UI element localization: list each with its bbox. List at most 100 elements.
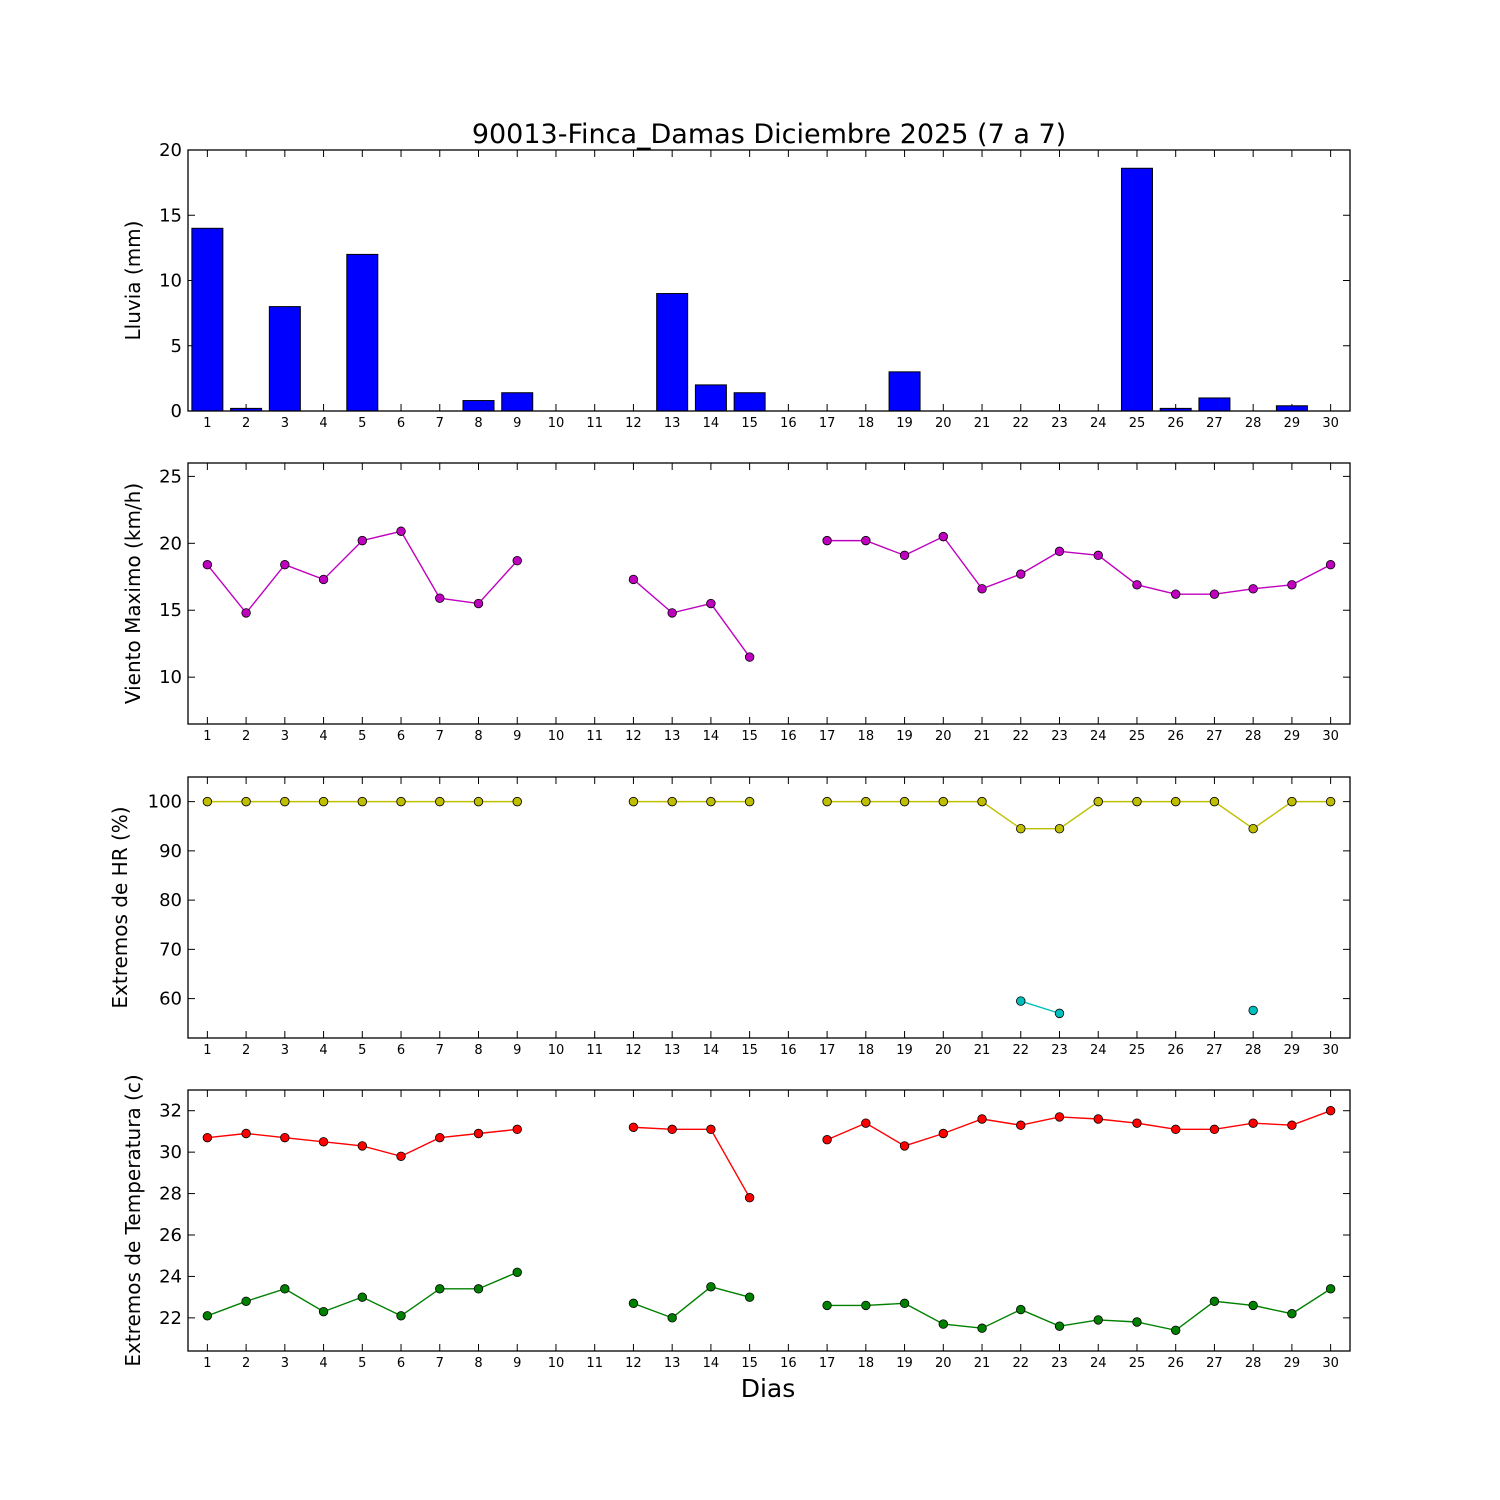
x-tick-label: 3 bbox=[281, 1356, 289, 1371]
x-tick-label: 27 bbox=[1206, 1043, 1223, 1058]
x-tick-label: 10 bbox=[548, 1356, 565, 1371]
point-day-7 bbox=[435, 796, 445, 807]
x-tick-label: 20 bbox=[935, 729, 952, 744]
point-day-25 bbox=[1132, 796, 1142, 807]
point-day-29 bbox=[1287, 796, 1297, 807]
point-day-26 bbox=[1170, 796, 1181, 807]
x-tick-label: 20 bbox=[935, 416, 952, 431]
point-day-27 bbox=[1209, 1124, 1220, 1135]
x-tick-label: 2 bbox=[242, 416, 250, 431]
point-day-25 bbox=[1132, 1118, 1142, 1128]
point-day-13 bbox=[667, 608, 677, 618]
series-line bbox=[632, 578, 751, 658]
x-tick-label: 22 bbox=[1012, 1043, 1029, 1058]
point-day-14 bbox=[706, 1282, 716, 1292]
x-tick-label: 10 bbox=[548, 729, 565, 744]
x-tick-label: 10 bbox=[548, 416, 565, 431]
bar-day-9 bbox=[501, 392, 534, 412]
panel-frame bbox=[187, 462, 1351, 725]
x-tick-label: 28 bbox=[1245, 416, 1262, 431]
point-day-18 bbox=[861, 535, 871, 546]
x-tick-label: 11 bbox=[586, 729, 603, 744]
y-tick-label: 70 bbox=[159, 939, 182, 960]
y-axis-label-hr: Extremos de HR (%) bbox=[108, 806, 132, 1008]
x-tick-label: 1 bbox=[203, 729, 211, 744]
point-day-20 bbox=[938, 796, 949, 807]
point-day-19 bbox=[899, 1141, 910, 1151]
point-day-1 bbox=[202, 1132, 213, 1143]
x-tick-label: 27 bbox=[1206, 1356, 1223, 1371]
point-day-27 bbox=[1209, 1296, 1220, 1306]
x-tick-label: 13 bbox=[664, 1356, 681, 1371]
point-day-1 bbox=[202, 560, 213, 570]
point-day-7 bbox=[435, 1284, 445, 1294]
point-day-5 bbox=[357, 1141, 368, 1151]
x-tick-label: 14 bbox=[703, 1356, 720, 1371]
x-tick-label: 18 bbox=[858, 1043, 875, 1058]
x-tick-label: 16 bbox=[780, 1356, 797, 1371]
point-day-28 bbox=[1248, 584, 1258, 594]
point-day-24 bbox=[1093, 796, 1103, 807]
panel-frame bbox=[187, 1089, 1351, 1352]
bar-day-25 bbox=[1120, 167, 1153, 412]
point-day-14 bbox=[706, 1124, 716, 1135]
series-line bbox=[827, 535, 1331, 595]
point-day-6 bbox=[396, 1151, 406, 1161]
x-tick-label: 4 bbox=[319, 1356, 327, 1371]
point-day-3 bbox=[280, 796, 290, 807]
point-day-29 bbox=[1287, 1120, 1297, 1130]
point-day-15 bbox=[744, 796, 755, 807]
series-line bbox=[827, 800, 1331, 830]
x-tick-label: 2 bbox=[242, 1356, 250, 1371]
point-day-9 bbox=[512, 1124, 522, 1135]
point-day-4 bbox=[318, 796, 329, 807]
x-tick-label: 30 bbox=[1322, 1356, 1339, 1371]
y-tick-label: 25 bbox=[159, 466, 182, 487]
point-day-4 bbox=[318, 1137, 329, 1147]
point-day-28 bbox=[1248, 1005, 1258, 1016]
point-day-2 bbox=[241, 608, 251, 618]
bar-day-8 bbox=[462, 400, 495, 412]
y-tick-label: 10 bbox=[159, 667, 182, 688]
series-hr-0 bbox=[202, 796, 1336, 834]
x-tick-label: 25 bbox=[1129, 1356, 1146, 1371]
y-tick-label: 28 bbox=[159, 1184, 182, 1205]
point-day-24 bbox=[1093, 1315, 1103, 1325]
x-tick-label: 15 bbox=[741, 416, 758, 431]
point-day-2 bbox=[241, 1296, 251, 1306]
point-day-1 bbox=[202, 796, 213, 807]
x-tick-label: 6 bbox=[397, 1043, 405, 1058]
y-tick-label: 80 bbox=[159, 890, 182, 911]
panel-frame bbox=[187, 776, 1351, 1039]
y-tick-label: 60 bbox=[159, 989, 182, 1010]
x-tick-label: 5 bbox=[358, 416, 366, 431]
x-tick-label: 8 bbox=[474, 729, 482, 744]
series-line bbox=[826, 1110, 1331, 1147]
y-tick-label: 24 bbox=[159, 1266, 182, 1287]
x-tick-label: 29 bbox=[1284, 1356, 1301, 1371]
point-day-27 bbox=[1209, 796, 1220, 807]
x-tick-label: 15 bbox=[741, 1356, 758, 1371]
x-tick-label: 12 bbox=[625, 1043, 642, 1058]
y-tick-label: 22 bbox=[159, 1308, 182, 1329]
x-tick-label: 14 bbox=[703, 1043, 720, 1058]
point-day-18 bbox=[861, 796, 871, 807]
point-day-23 bbox=[1054, 824, 1065, 834]
series-line bbox=[633, 1286, 750, 1319]
bar-day-13 bbox=[656, 293, 689, 412]
x-tick-label: 19 bbox=[896, 1356, 913, 1371]
x-tick-label: 19 bbox=[896, 416, 913, 431]
x-tick-label: 17 bbox=[819, 1043, 836, 1058]
x-tick-label: 19 bbox=[896, 1043, 913, 1058]
point-day-12 bbox=[628, 574, 639, 585]
point-day-18 bbox=[861, 1300, 871, 1311]
point-day-21 bbox=[977, 1323, 987, 1333]
x-tick-label: 9 bbox=[513, 1043, 521, 1058]
x-tick-label: 22 bbox=[1012, 729, 1029, 744]
x-tick-label: 24 bbox=[1090, 1043, 1107, 1058]
bar-day-15 bbox=[733, 392, 766, 412]
x-tick-label: 29 bbox=[1284, 416, 1301, 431]
